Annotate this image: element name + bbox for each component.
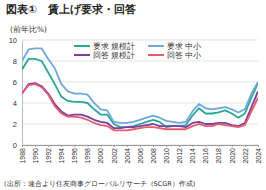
x-tick: 2014: [189, 145, 196, 164]
x-tick-label: 2006: [137, 148, 144, 164]
x-tick-mark: [101, 145, 102, 147]
x-tick: 2020: [229, 145, 236, 164]
y-tick: 8: [13, 57, 22, 66]
y-tick-label: 4: [13, 99, 17, 108]
x-tick-mark: [245, 145, 246, 147]
grid: [22, 40, 258, 145]
grid-line: [22, 82, 258, 83]
x-tick-mark: [35, 145, 36, 147]
series-line: [22, 84, 258, 130]
source-note: (出所：連合より住友商事グローバルリサーチ（SCGR）作成): [4, 180, 195, 188]
x-tick-mark: [48, 145, 49, 147]
legend-label: 回答 規模計: [93, 51, 135, 60]
x-tick: 2010: [163, 145, 170, 164]
legend-item: 回答 中小: [148, 51, 201, 60]
y-tick-label: 10: [9, 36, 17, 45]
legend-item: 要求 中小: [148, 42, 201, 51]
x-axis: 1988 1990 1992 1994 1996 1998 2000 2002 2004 2006…: [19, 145, 262, 164]
x-tick-mark: [258, 145, 259, 147]
grid-line: [22, 40, 258, 41]
x-tick-label: 2018: [215, 148, 222, 164]
legend-label: 要求 規模計: [93, 42, 135, 51]
x-tick-mark: [206, 145, 207, 147]
x-tick-mark: [166, 145, 167, 147]
x-tick-mark: [61, 145, 62, 147]
x-tick-label: 2016: [202, 148, 209, 164]
x-tick-label: 2004: [124, 148, 131, 164]
series-line: [22, 48, 258, 123]
x-axis-line: [23, 146, 259, 148]
legend-swatch: [74, 54, 90, 56]
x-tick-mark: [88, 145, 89, 147]
x-tick-label: 2002: [111, 148, 118, 164]
y-tick-label: 0: [13, 141, 17, 150]
x-tick-label: 1998: [84, 148, 91, 164]
y-tick-label: 6: [13, 78, 17, 87]
x-tick: 1998: [84, 145, 91, 164]
legend-label: 要求 中小: [167, 42, 201, 51]
y-tick: 10: [9, 36, 22, 45]
x-tick-label: 2022: [242, 148, 249, 164]
x-tick-mark: [232, 145, 233, 147]
chart: 図表① 賃上げ要求・回答 (前年比%) 0 2 4 6 8 10 1988 1990 1992 199…: [0, 0, 266, 190]
legend-label: 回答 中小: [167, 51, 201, 60]
x-tick-label: 1990: [32, 148, 39, 164]
series-line: [22, 83, 258, 128]
legend-swatch: [148, 45, 164, 47]
x-tick-label: 1996: [71, 148, 78, 164]
x-tick: 1994: [58, 145, 65, 164]
x-tick: 1990: [32, 145, 39, 164]
y-tick-label: 8: [13, 57, 17, 66]
x-tick-mark: [153, 145, 154, 147]
legend-item: 回答 規模計: [74, 51, 135, 60]
y-tick-label: 2: [13, 120, 17, 129]
title: 図表① 賃上げ要求・回答: [6, 3, 136, 16]
series-line: [22, 59, 258, 127]
x-tick-label: 2000: [97, 148, 104, 164]
x-tick-mark: [114, 145, 115, 147]
legend-item: 要求 規模計: [74, 42, 135, 51]
grid-line: [22, 103, 258, 104]
x-tick-mark: [219, 145, 220, 147]
x-tick-label: 2024: [255, 148, 262, 164]
x-tick-label: 2014: [189, 148, 196, 164]
x-tick-label: 1994: [58, 148, 65, 164]
x-tick: 2016: [202, 145, 209, 164]
x-tick-label: 2012: [176, 148, 183, 164]
lines: [22, 48, 258, 130]
x-tick-mark: [192, 145, 193, 147]
x-tick: 2008: [150, 145, 157, 164]
x-tick-mark: [127, 145, 128, 147]
x-tick: 2006: [137, 145, 144, 164]
y-tick: 4: [13, 99, 22, 108]
x-tick: 2022: [242, 145, 249, 164]
x-tick-mark: [179, 145, 180, 147]
y-tick: 6: [13, 78, 22, 87]
x-tick-label: 1988: [19, 148, 26, 164]
grid-line: [22, 61, 258, 62]
y-axis-label: (前年比%): [10, 25, 47, 34]
legend: 要求 規模計 要求 中小回答 規模計 回答 中小: [74, 42, 201, 60]
x-tick-mark: [22, 145, 23, 147]
x-tick-label: 2008: [150, 148, 157, 164]
x-tick-label: 2020: [229, 148, 236, 164]
y-tick: 2: [13, 120, 22, 129]
legend-swatch: [74, 45, 90, 47]
x-tick-mark: [74, 145, 75, 147]
x-tick: 1988: [19, 145, 26, 164]
x-tick: 2018: [215, 145, 222, 164]
x-tick: 2002: [111, 145, 118, 164]
x-tick: 2004: [124, 145, 131, 164]
x-tick-label: 1992: [45, 148, 52, 164]
x-tick: 2000: [97, 145, 104, 164]
legend-swatch: [148, 54, 164, 56]
x-tick: 2024: [255, 145, 262, 164]
x-tick: 1996: [71, 145, 78, 164]
x-tick-mark: [140, 145, 141, 147]
y-axis: 0 2 4 6 8 10: [9, 36, 23, 150]
x-tick: 1992: [45, 145, 52, 164]
x-tick-label: 2010: [163, 148, 170, 164]
x-tick: 2012: [176, 145, 183, 164]
